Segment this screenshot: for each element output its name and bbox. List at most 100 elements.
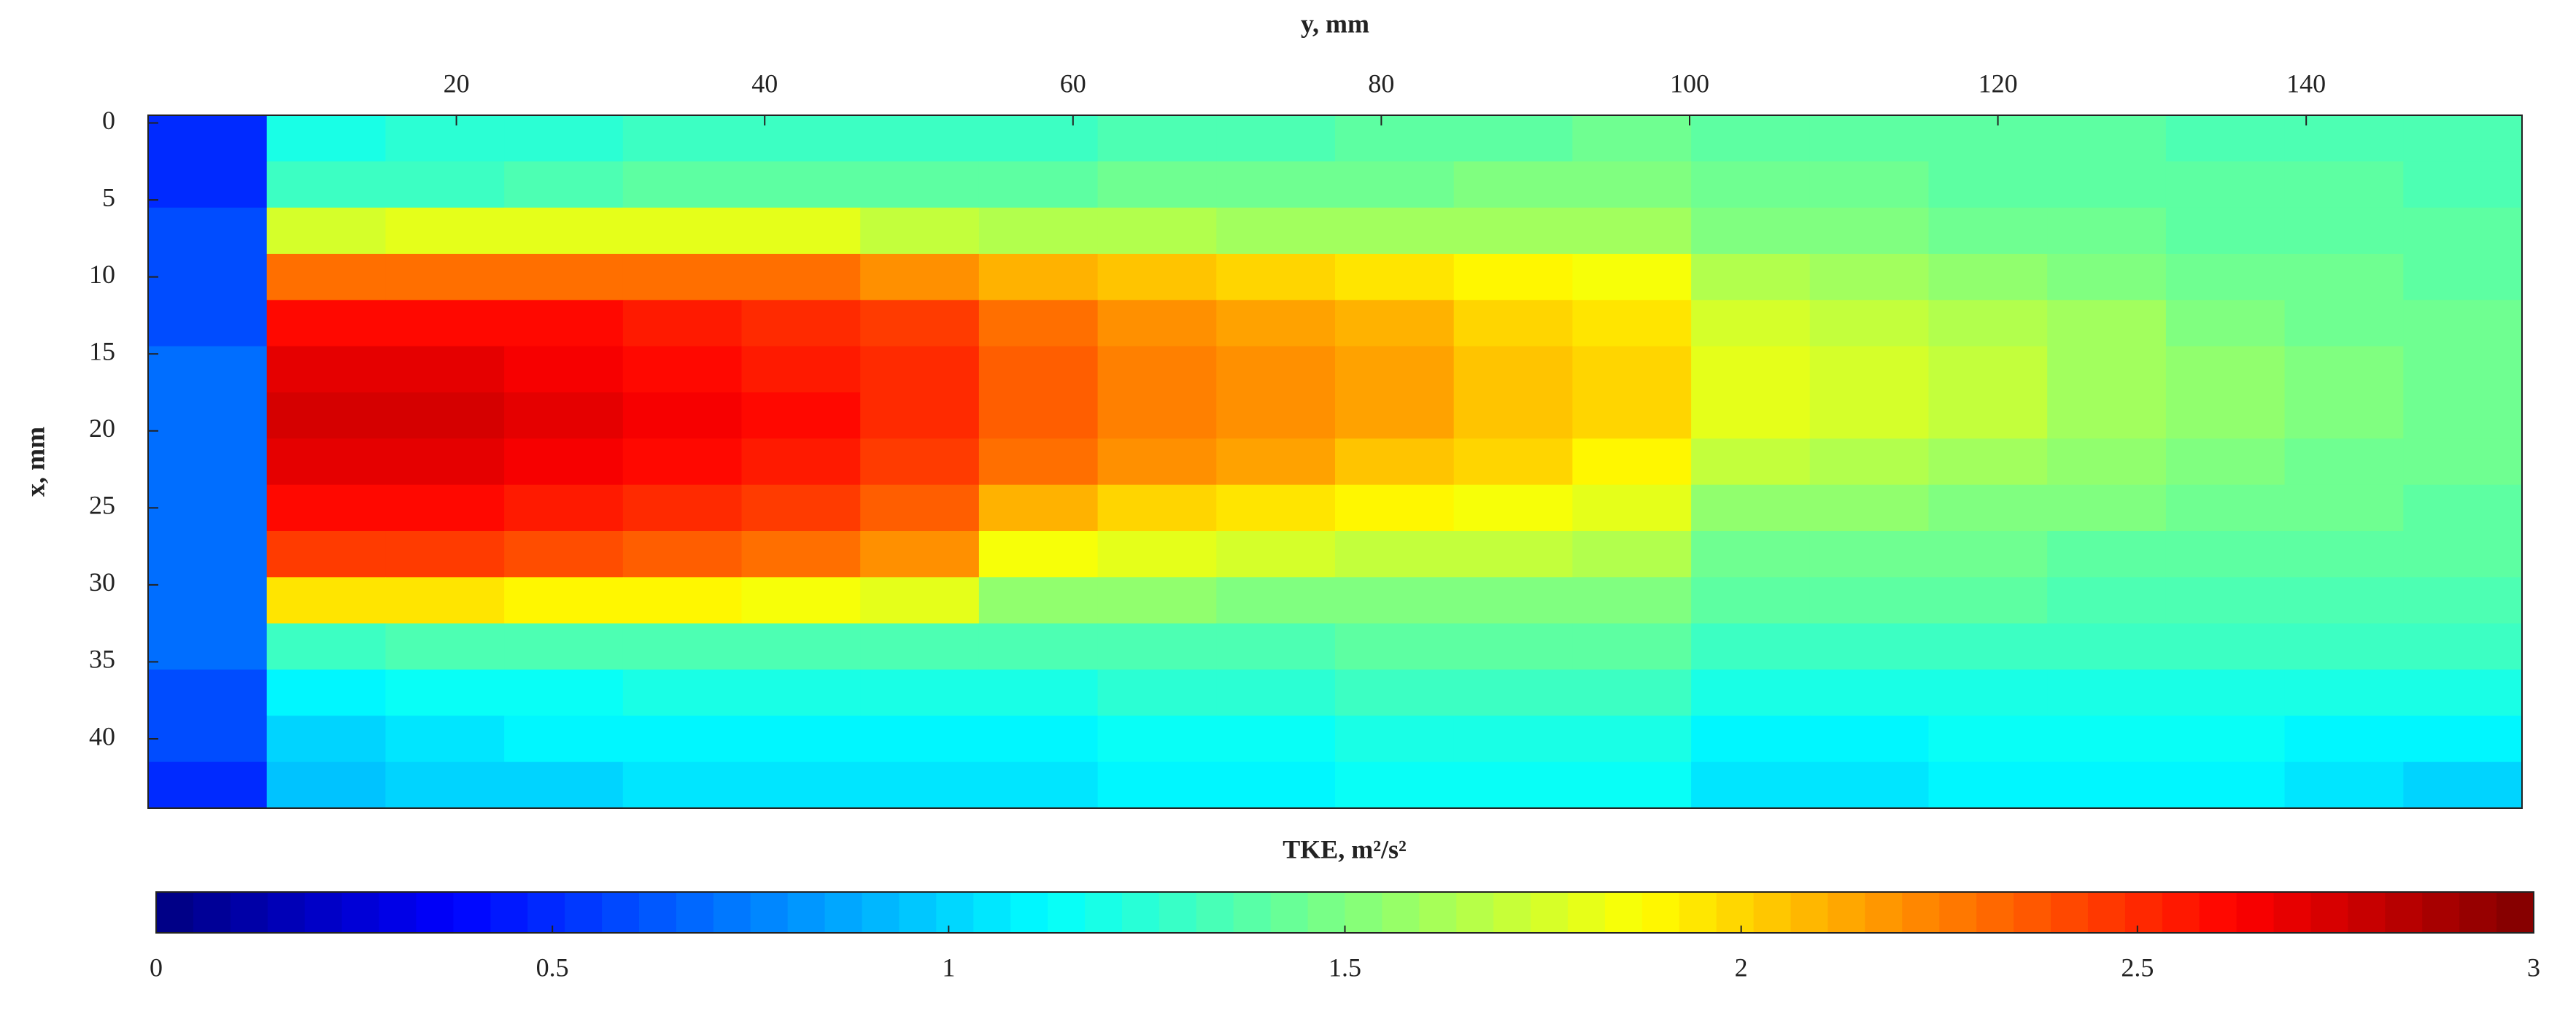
x-axis-label: y, mm [1301, 9, 1369, 38]
heatmap-cell [1216, 670, 1336, 716]
heatmap-cell [1928, 300, 2048, 347]
heatmap-cell [148, 716, 268, 763]
heatmap-cell [622, 670, 742, 716]
heatmap-cell [266, 761, 386, 809]
heatmap-cell [1572, 300, 1692, 347]
heatmap-cell [1691, 670, 1811, 716]
colorbar-swatch [2385, 892, 2423, 933]
colorbar-tick-label: 0.5 [536, 953, 569, 982]
heatmap-cell [1572, 438, 1692, 486]
colorbar-swatch [676, 892, 714, 933]
colorbar-swatch [379, 892, 417, 933]
heatmap-cell [504, 392, 624, 439]
heatmap-cell [1809, 300, 1929, 347]
heatmap-cell [385, 346, 505, 393]
heatmap-cell [148, 761, 268, 809]
heatmap-cell [741, 438, 861, 486]
heatmap-cell [2047, 531, 2167, 578]
colorbar-swatch [304, 892, 343, 933]
heatmap-cell [148, 484, 268, 532]
heatmap-cell [978, 161, 1099, 209]
heatmap-cell [741, 577, 861, 624]
heatmap-cell [2403, 761, 2523, 809]
heatmap-cell [1928, 670, 2048, 716]
heatmap-cell [1335, 438, 1455, 486]
heatmap-cell [1572, 115, 1692, 162]
heatmap-cell [1691, 300, 1811, 347]
heatmap-cell [978, 392, 1099, 439]
heatmap-cell [2284, 300, 2404, 347]
heatmap-cell [622, 438, 742, 486]
y-tick-label: 25 [89, 491, 115, 520]
colorbar-swatch [193, 892, 231, 933]
heatmap-cell [1809, 716, 1929, 763]
heatmap-cell [860, 438, 980, 486]
heatmap-cell [148, 531, 268, 578]
heatmap-cell [266, 392, 386, 439]
heatmap-cell [860, 761, 980, 809]
heatmap-cell [1216, 531, 1336, 578]
heatmap-cell [1453, 346, 1573, 393]
heatmap-cell [1335, 300, 1455, 347]
heatmap-cell [1335, 623, 1455, 670]
heatmap-cell [741, 207, 861, 255]
colorbar-swatch [2124, 892, 2163, 933]
colorbar-swatch [1790, 892, 1828, 933]
heatmap-cell [622, 577, 742, 624]
colorbar-swatch [1753, 892, 1792, 933]
heatmap-cell [1097, 716, 1217, 763]
heatmap-cell [1691, 716, 1811, 763]
heatmap-cell [1928, 161, 2048, 209]
heatmap-cell [2284, 392, 2404, 439]
colorbar-swatch [2422, 892, 2460, 933]
heatmap-cell [860, 254, 980, 300]
heatmap-cell [622, 484, 742, 532]
heatmap-cell [1691, 161, 1811, 209]
heatmap-cell [2403, 438, 2523, 486]
heatmap-cell [2403, 392, 2523, 439]
heatmap-cell [1097, 484, 1217, 532]
heatmap-cell [1572, 670, 1692, 716]
heatmap-cell [741, 392, 861, 439]
heatmap-cell [2403, 346, 2523, 393]
heatmap-cell [2165, 623, 2286, 670]
heatmap-cell [266, 207, 386, 255]
heatmap-cell [2047, 161, 2167, 209]
heatmap-cell [504, 531, 624, 578]
heatmap-cell [978, 670, 1099, 716]
heatmap-cell [2403, 623, 2523, 670]
heatmap-cell [1453, 761, 1573, 809]
heatmap-cell [622, 207, 742, 255]
heatmap-cell [2165, 577, 2286, 624]
heatmap-cell [2047, 670, 2167, 716]
heatmap-cell [1335, 577, 1455, 624]
colorbar-swatch [1976, 892, 2014, 933]
heatmap-cell [1216, 300, 1336, 347]
heatmap-cell [2403, 300, 2523, 347]
heatmap-cell [2284, 716, 2404, 763]
heatmap-cell [1809, 207, 1929, 255]
heatmap-cell [1928, 577, 2048, 624]
x-tick-label: 60 [1060, 69, 1086, 98]
heatmap-cell [266, 300, 386, 347]
heatmap-cell [385, 670, 505, 716]
heatmap-cell [1809, 623, 1929, 670]
heatmap-cell [148, 115, 268, 162]
heatmap-cell [2284, 577, 2404, 624]
colorbar-swatch [230, 892, 268, 933]
heatmap-cell [1097, 392, 1217, 439]
heatmap-cell [1928, 346, 2048, 393]
heatmap-cell [1691, 761, 1811, 809]
heatmap-cell [741, 531, 861, 578]
heatmap-cell [1691, 254, 1811, 300]
heatmap-cell [1216, 346, 1336, 393]
y-tick-label: 0 [102, 106, 115, 135]
heatmap-cell [860, 161, 980, 209]
heatmap-cell [741, 484, 861, 532]
heatmap-cell [2284, 670, 2404, 716]
heatmap-cell [1691, 484, 1811, 532]
heatmap-cell [2047, 300, 2167, 347]
heatmap-cell [266, 254, 386, 300]
heatmap-cell [504, 346, 624, 393]
heatmap-cell [978, 484, 1099, 532]
